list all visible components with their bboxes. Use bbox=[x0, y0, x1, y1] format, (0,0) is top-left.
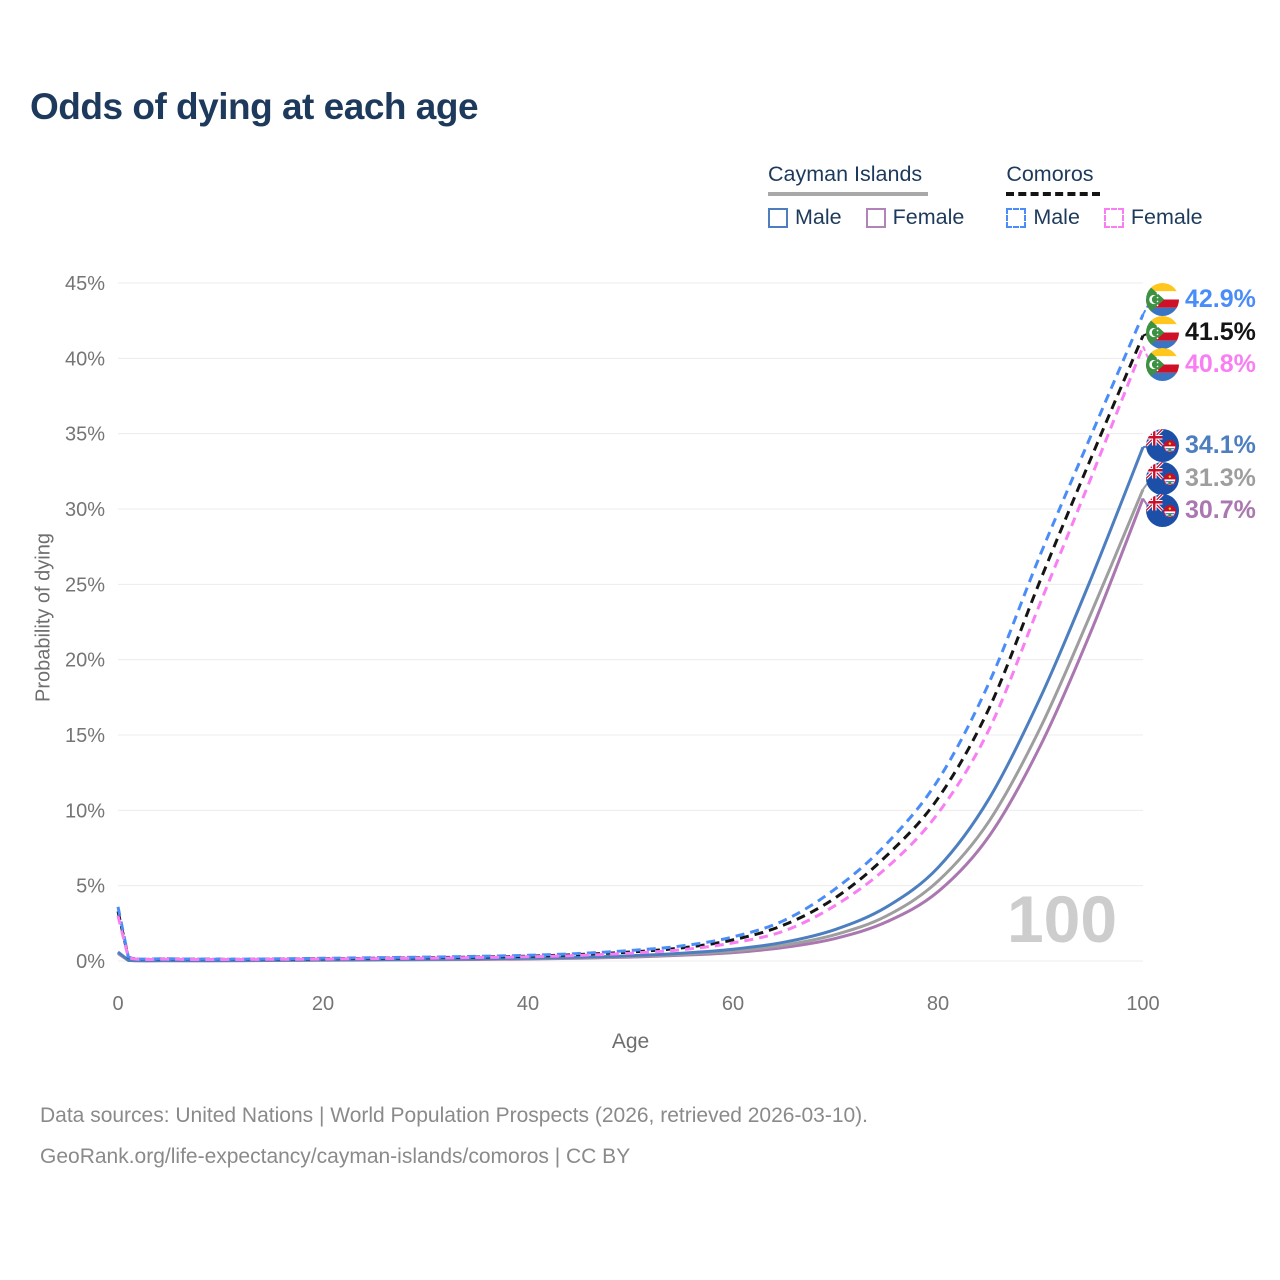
legend-label: Female bbox=[1130, 205, 1203, 229]
series-line-cayman-both[interactable] bbox=[117, 488, 1145, 963]
comoros-male-line-swatch-icon bbox=[1006, 207, 1027, 228]
cayman-male-line-swatch-icon bbox=[768, 207, 788, 228]
country-flag bbox=[1146, 461, 1179, 495]
end-value-label: 41.5% bbox=[1185, 317, 1256, 346]
legend-country-cayman-islands[interactable]: Cayman Islands bbox=[768, 162, 929, 196]
x-tick-label: 0 bbox=[112, 993, 123, 1015]
end-label-comoros-female[interactable]: 40.8% bbox=[1146, 348, 1256, 382]
cayman-islands-flag-icon bbox=[1146, 429, 1179, 463]
x-tick-label: 100 bbox=[1126, 993, 1159, 1015]
comoros-flag-icon bbox=[1146, 348, 1179, 382]
end-value-label: 42.9% bbox=[1185, 285, 1256, 314]
legend-label: Male bbox=[795, 205, 842, 229]
legend-label: Male bbox=[1033, 205, 1080, 229]
page-title: Odds of dying at each age bbox=[30, 86, 479, 127]
series-line-comoros-female[interactable] bbox=[116, 345, 1145, 961]
x-tick-label: 60 bbox=[722, 993, 744, 1015]
country-flag bbox=[1146, 283, 1179, 317]
hover-age-watermark: 100 bbox=[1007, 882, 1117, 956]
country-flag bbox=[1146, 429, 1179, 463]
comoros-flag-icon bbox=[1146, 283, 1179, 317]
end-label-cayman-male[interactable]: 34.1% bbox=[1146, 429, 1256, 463]
y-tick-label: 15% bbox=[65, 725, 105, 747]
cayman-islands-flag-icon bbox=[1146, 461, 1179, 495]
y-tick-label: 20% bbox=[65, 650, 105, 672]
y-tick-label: 25% bbox=[65, 574, 105, 596]
legend-group-cayman-islands: Cayman Islands Male Female bbox=[768, 162, 964, 230]
y-tick-label: 35% bbox=[65, 424, 105, 446]
series-line-comoros-male[interactable] bbox=[116, 314, 1145, 961]
legend-item-comoros-male[interactable]: Male bbox=[1006, 205, 1080, 230]
comoros-female-line-swatch-icon bbox=[1103, 207, 1124, 228]
y-tick-label: 40% bbox=[65, 348, 105, 370]
y-tick-label: 10% bbox=[65, 800, 105, 822]
legend-country-comoros[interactable]: Comoros bbox=[1006, 162, 1100, 196]
country-flag bbox=[1146, 494, 1179, 528]
x-axis-title: Age bbox=[611, 1030, 650, 1053]
legend-label: Female bbox=[892, 205, 965, 229]
data-source-text: Data sources: United Nations | World Pop… bbox=[40, 1104, 869, 1127]
end-label-comoros-male[interactable]: 42.9% bbox=[1146, 283, 1256, 317]
end-value-label: 31.3% bbox=[1185, 463, 1256, 492]
end-label-cayman-both[interactable]: 31.3% bbox=[1146, 461, 1256, 495]
country-flag bbox=[1146, 315, 1179, 349]
legend-group-comoros: Comoros Male Female bbox=[1006, 162, 1203, 230]
attribution-text: GeoRank.org/life-expectancy/cayman-islan… bbox=[40, 1145, 631, 1168]
footer: Data sources: United Nations | World Pop… bbox=[40, 1095, 868, 1177]
y-tick-label: 0% bbox=[76, 951, 105, 973]
y-tick-label: 45% bbox=[65, 273, 105, 295]
legend-item-cayman-female[interactable]: Female bbox=[865, 205, 965, 230]
cayman-islands-flag-icon bbox=[1146, 494, 1179, 528]
end-value-label: 30.7% bbox=[1185, 496, 1256, 525]
series-line-cayman-male[interactable] bbox=[117, 446, 1145, 963]
legend: Cayman Islands Male Female Comoros Male … bbox=[768, 162, 1203, 230]
country-flag bbox=[1146, 348, 1179, 382]
cayman-female-line-swatch-icon bbox=[865, 207, 886, 228]
comoros-flag-icon bbox=[1146, 315, 1179, 349]
x-tick-label: 40 bbox=[517, 993, 539, 1015]
legend-item-comoros-female[interactable]: Female bbox=[1103, 205, 1203, 230]
end-value-label: 40.8% bbox=[1185, 350, 1256, 379]
legend-items-comoros: Male Female bbox=[1006, 205, 1203, 230]
end-label-comoros-both[interactable]: 41.5% bbox=[1146, 315, 1256, 349]
end-label-cayman-female[interactable]: 30.7% bbox=[1146, 494, 1256, 528]
end-value-label: 34.1% bbox=[1185, 431, 1256, 460]
y-axis-title: Probability of dying bbox=[32, 533, 55, 702]
mortality-line-chart[interactable]: 0% 5% 10% 15% 20% 25% 30% 35% 40% 45% 0 20 40 60 80 100… bbox=[0, 240, 1280, 1080]
y-tick-label: 30% bbox=[65, 499, 105, 521]
legend-items-cayman: Male Female bbox=[768, 205, 964, 230]
series-line-comoros-both[interactable] bbox=[116, 335, 1145, 961]
x-tick-label: 20 bbox=[312, 993, 334, 1015]
legend-item-cayman-male[interactable]: Male bbox=[768, 205, 842, 230]
x-tick-label: 80 bbox=[927, 993, 949, 1015]
y-tick-label: 5% bbox=[76, 876, 105, 898]
